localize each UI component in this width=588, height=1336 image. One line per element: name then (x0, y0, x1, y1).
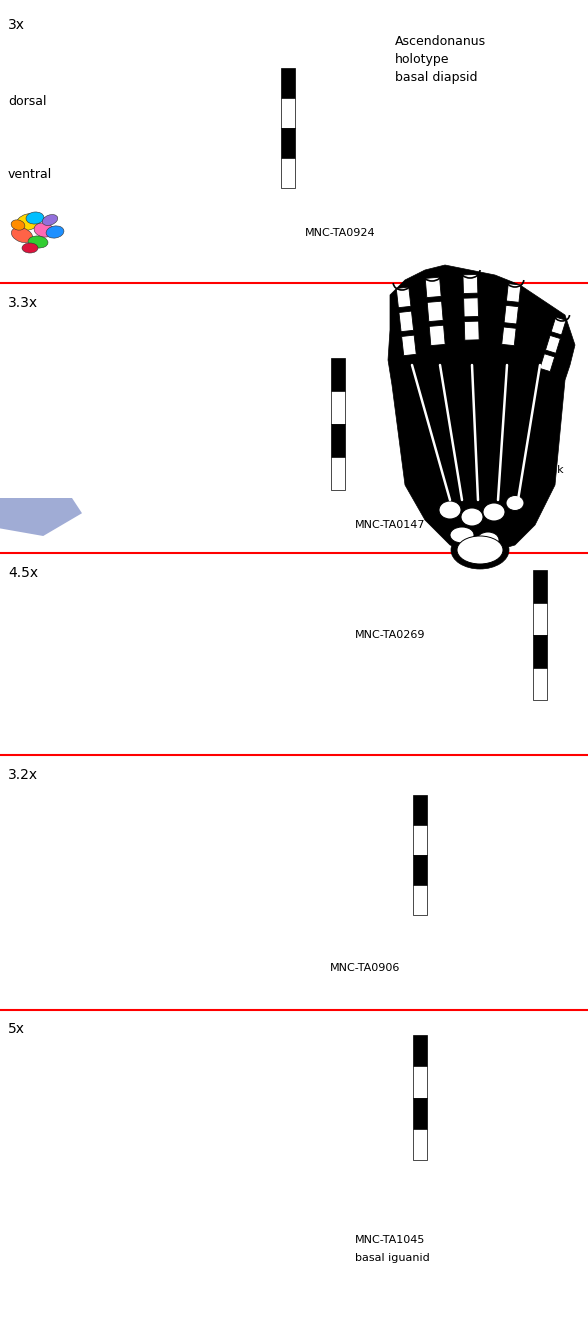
Polygon shape (551, 317, 566, 335)
Ellipse shape (450, 526, 474, 542)
Polygon shape (465, 321, 479, 341)
Polygon shape (506, 283, 521, 302)
Bar (331, 457, 345, 490)
Bar (533, 570, 547, 603)
Ellipse shape (483, 502, 505, 521)
Text: Ascendonanus: Ascendonanus (395, 35, 486, 48)
Text: 3.2x: 3.2x (8, 768, 38, 782)
Ellipse shape (46, 226, 64, 238)
Ellipse shape (28, 236, 48, 248)
Text: 5x: 5x (8, 1022, 25, 1035)
Text: 3.3x: 3.3x (8, 297, 38, 310)
Bar (413, 855, 427, 884)
Text: MNC-TA0147: MNC-TA0147 (355, 520, 426, 530)
Text: basal diapsid: basal diapsid (395, 71, 477, 84)
Text: MNC-TA0924: MNC-TA0924 (305, 228, 376, 238)
Bar (413, 1035, 427, 1066)
Polygon shape (388, 265, 575, 554)
Ellipse shape (506, 496, 524, 510)
Polygon shape (540, 354, 554, 371)
Bar (331, 391, 345, 424)
Polygon shape (504, 306, 519, 325)
Polygon shape (425, 277, 441, 298)
Bar (413, 1129, 427, 1160)
Text: basal iguanid: basal iguanid (355, 1253, 430, 1263)
Bar (413, 826, 427, 855)
Ellipse shape (42, 215, 58, 226)
Ellipse shape (451, 530, 509, 569)
Bar (413, 1097, 427, 1129)
Ellipse shape (16, 214, 40, 230)
Text: break: break (532, 465, 564, 476)
Text: 3x: 3x (8, 17, 25, 32)
Bar (331, 424, 345, 457)
Ellipse shape (461, 508, 483, 526)
Text: MNC-TA0906: MNC-TA0906 (330, 963, 400, 973)
Ellipse shape (477, 532, 499, 548)
Polygon shape (546, 335, 560, 353)
Ellipse shape (26, 212, 44, 224)
Polygon shape (429, 325, 445, 346)
Bar (533, 635, 547, 668)
Bar (413, 884, 427, 915)
Text: break: break (500, 432, 532, 442)
Ellipse shape (11, 227, 32, 243)
Ellipse shape (457, 536, 503, 564)
Bar (281, 128, 295, 158)
Polygon shape (399, 311, 413, 331)
Polygon shape (502, 327, 516, 346)
Polygon shape (0, 498, 82, 536)
Bar (533, 603, 547, 635)
Ellipse shape (34, 223, 54, 236)
Polygon shape (427, 301, 443, 322)
Ellipse shape (11, 220, 25, 230)
Polygon shape (402, 335, 416, 355)
Bar (281, 98, 295, 128)
Text: MNC-TA1045: MNC-TA1045 (355, 1234, 425, 1245)
Polygon shape (463, 298, 479, 317)
Text: 4.5x: 4.5x (8, 566, 38, 580)
Polygon shape (396, 287, 411, 307)
Bar (331, 358, 345, 391)
Ellipse shape (439, 501, 461, 518)
Bar (413, 795, 427, 826)
Bar (533, 668, 547, 700)
Bar (281, 68, 295, 98)
Text: ventral: ventral (8, 168, 52, 180)
Text: holotype: holotype (395, 53, 449, 65)
Bar (281, 158, 295, 188)
Bar (413, 1066, 427, 1097)
Text: dorsal: dorsal (8, 95, 46, 108)
Ellipse shape (22, 243, 38, 253)
Text: MNC-TA0269: MNC-TA0269 (355, 631, 426, 640)
Polygon shape (463, 274, 478, 294)
